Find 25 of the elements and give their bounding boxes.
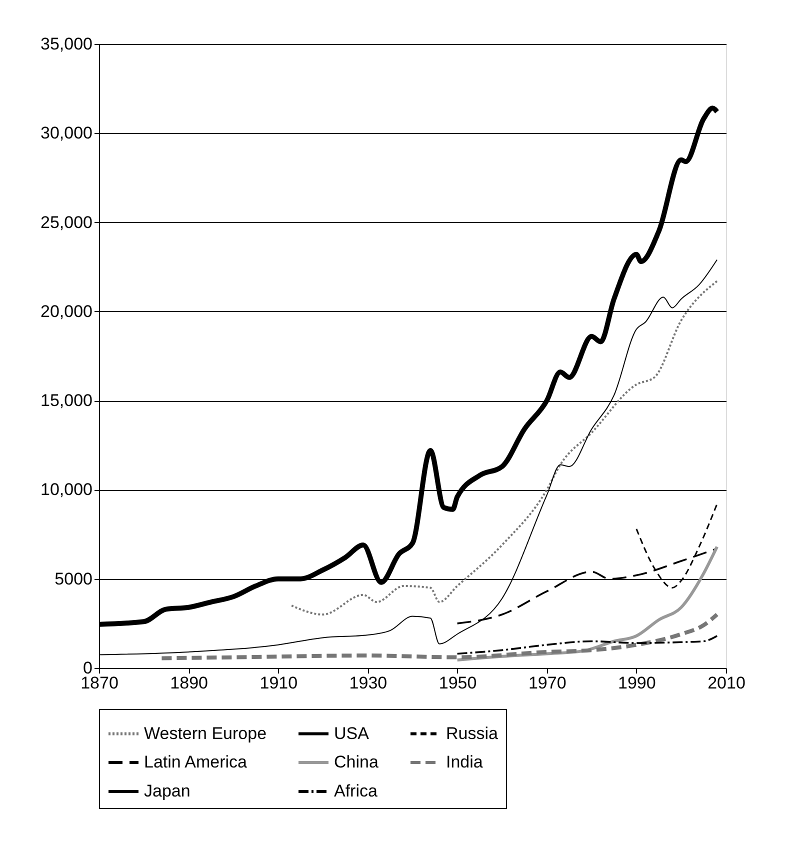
- legend-label: Russia: [446, 724, 499, 743]
- legend-label: Africa: [334, 782, 378, 800]
- legend-label: Western Europe: [144, 724, 267, 743]
- line-series: [160, 612, 720, 660]
- x-tick-label: 1950: [438, 674, 477, 692]
- y-tick-label: 25,000: [40, 212, 92, 232]
- x-tick-label: 1910: [260, 674, 298, 692]
- x-tick-label: 1890: [170, 674, 208, 692]
- x-tick-label: 2010: [708, 674, 746, 692]
- y-tick-label: 5000: [54, 569, 92, 588]
- x-tick-label: 1930: [349, 674, 388, 692]
- legend-label: India: [446, 752, 484, 772]
- y-tick-label: 10,000: [40, 480, 92, 500]
- y-tick-label: 20,000: [40, 302, 92, 321]
- line-series: [456, 635, 718, 655]
- y-tick-label: 15,000: [40, 391, 92, 410]
- x-tick-label: 1990: [618, 674, 656, 692]
- legend-label: China: [334, 752, 379, 772]
- x-tick-label: 1970: [528, 674, 566, 692]
- legend-label: Japan: [144, 782, 190, 800]
- legend-label: USA: [334, 724, 370, 743]
- y-tick-label: 30,000: [40, 124, 92, 143]
- line-series: [290, 280, 718, 616]
- legend-label: Latin America: [144, 752, 248, 772]
- y-tick-label: 35,000: [40, 34, 92, 54]
